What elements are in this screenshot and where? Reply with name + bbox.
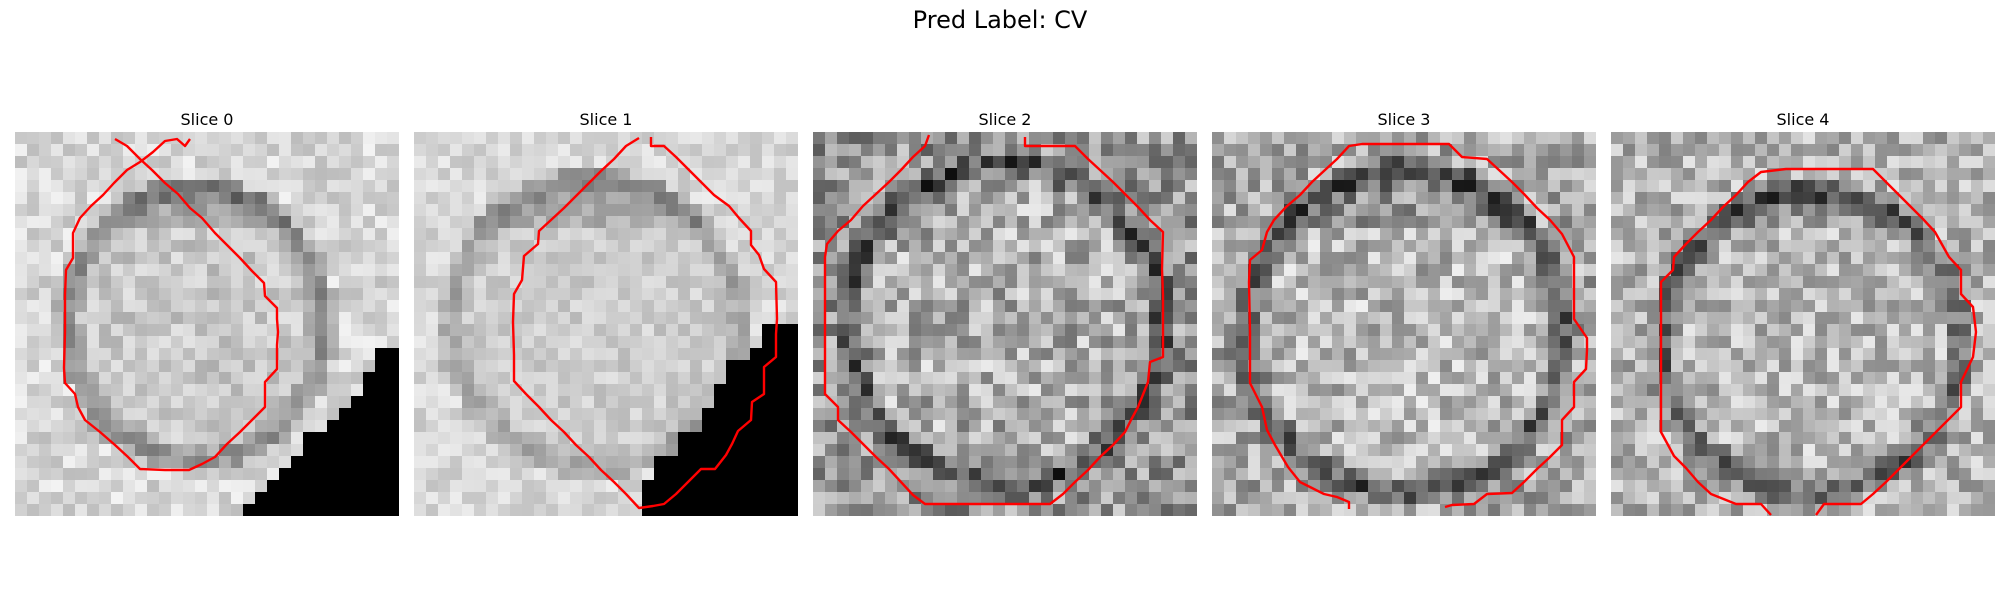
slice-title-1: Slice 1 <box>579 110 633 129</box>
contour-overlay <box>511 136 779 510</box>
contour-overlay <box>1247 142 1589 509</box>
slice-panel-0: Slice 0 <box>15 108 399 516</box>
slice-grayscale-image <box>813 132 1197 516</box>
slice-title-3: Slice 3 <box>1377 110 1431 129</box>
slice-grayscale-image <box>1611 132 1995 516</box>
slice-grayscale-image <box>414 132 798 516</box>
slice-image-0 <box>15 132 399 516</box>
slice-panel-2: Slice 2 <box>813 108 1197 516</box>
slice-image-1 <box>414 132 798 516</box>
segmentation-contour <box>1247 142 1589 509</box>
slice-image-3 <box>1212 132 1596 516</box>
figure-title: Pred Label: CV <box>912 6 1088 34</box>
slice-title-0: Slice 0 <box>180 110 234 129</box>
segmentation-contour <box>511 136 779 510</box>
contour-overlay <box>1659 167 1978 516</box>
segmentation-contour <box>1659 167 1978 516</box>
contour-overlay <box>823 134 1165 506</box>
slice-title-2: Slice 2 <box>978 110 1032 129</box>
contour-overlay <box>62 137 280 472</box>
slice-panel-1: Slice 1 <box>414 108 798 516</box>
slice-image-2 <box>813 132 1197 516</box>
slice-panel-3: Slice 3 <box>1212 108 1596 516</box>
segmentation-contour <box>62 137 280 472</box>
slice-grayscale-image <box>1212 132 1596 516</box>
segmentation-contour <box>823 134 1165 506</box>
slice-panel-4: Slice 4 <box>1611 108 1995 516</box>
slice-grayscale-image <box>15 132 399 516</box>
slice-title-4: Slice 4 <box>1776 110 1830 129</box>
slice-image-4 <box>1611 132 1995 516</box>
